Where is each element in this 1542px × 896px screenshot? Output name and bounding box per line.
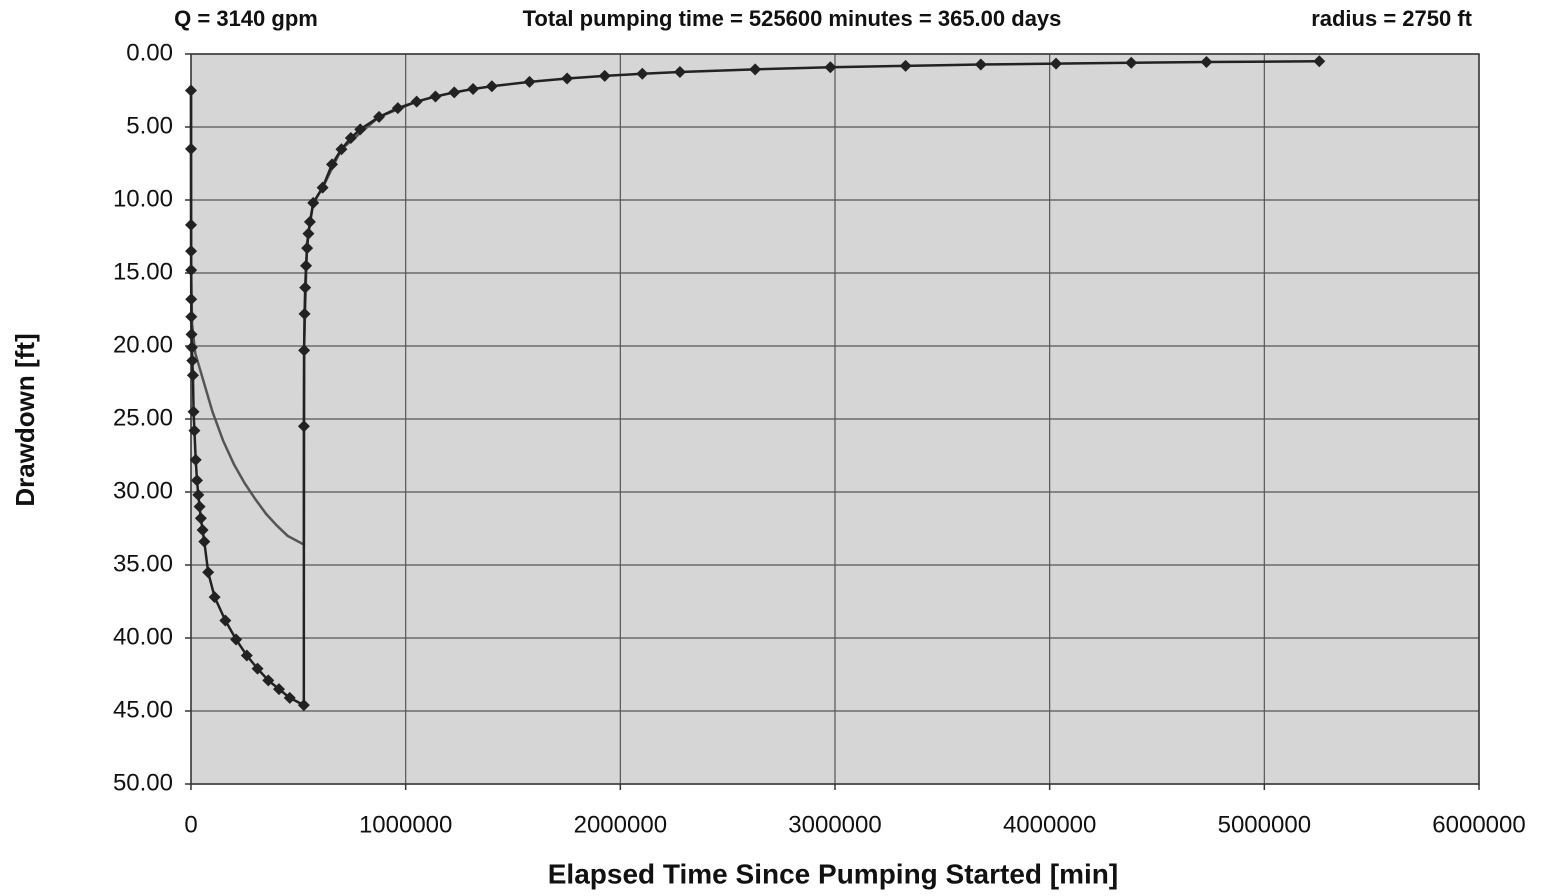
data-point — [208, 591, 221, 604]
x-tick-label: 1000000 — [359, 811, 452, 838]
data-point — [561, 72, 574, 85]
data-point — [335, 143, 348, 156]
data-point — [429, 90, 442, 103]
data-point — [1313, 55, 1326, 68]
y-tick-label: 40.00 — [113, 623, 173, 650]
data-point — [523, 75, 536, 88]
data-point — [192, 488, 205, 501]
data-point — [303, 215, 316, 228]
x-tick-label: 4000000 — [1003, 811, 1096, 838]
data-point — [1200, 56, 1213, 69]
data-point — [283, 691, 296, 704]
y-tick-label: 5.00 — [126, 112, 173, 139]
data-point — [273, 683, 286, 696]
data-point — [824, 61, 837, 74]
data-point — [230, 633, 243, 646]
annotation: Q = 3140 gpm — [174, 6, 318, 31]
data-point — [300, 259, 313, 272]
data-point — [354, 123, 367, 136]
data-point — [202, 566, 215, 579]
x-axis-title: Elapsed Time Since Pumping Started [min] — [548, 858, 1119, 889]
x-tick-label: 3000000 — [788, 811, 881, 838]
data-point — [326, 158, 339, 171]
data-point — [185, 218, 198, 231]
data-point — [185, 245, 198, 258]
data-point — [448, 86, 461, 99]
data-point — [219, 614, 232, 627]
data-point — [297, 420, 310, 433]
data-point — [1050, 57, 1063, 70]
y-tick-label: 45.00 — [113, 696, 173, 723]
data-point — [185, 310, 198, 323]
data-point — [598, 69, 611, 82]
y-tick-label: 20.00 — [113, 331, 173, 358]
data-point — [185, 328, 198, 341]
y-tick-label: 0.00 — [126, 39, 173, 66]
annotation: radius = 2750 ft — [1311, 6, 1472, 31]
data-point — [198, 535, 211, 548]
data-point — [974, 58, 987, 71]
data-point — [185, 84, 198, 97]
data-point — [187, 405, 200, 418]
series-line — [189, 60, 1320, 708]
data-point — [391, 102, 404, 115]
data-point — [196, 523, 209, 536]
data-point — [185, 142, 198, 155]
x-tick-label: 5000000 — [1218, 811, 1311, 838]
y-tick-label: 50.00 — [113, 769, 173, 796]
data-point — [188, 424, 201, 437]
data-point — [485, 80, 498, 93]
data-point — [307, 196, 320, 209]
data-point — [302, 227, 315, 240]
y-axis-title: Drawdown [ft] — [10, 333, 40, 506]
data-point — [301, 242, 314, 255]
plot-border — [190, 53, 1480, 785]
data-point — [410, 95, 423, 108]
data-point — [673, 65, 686, 78]
data-point — [373, 110, 386, 123]
y-tick-label: 30.00 — [113, 477, 173, 504]
x-tick-label: 6000000 — [1432, 811, 1525, 838]
data-point — [467, 83, 480, 96]
data-point — [186, 369, 199, 382]
data-point — [297, 699, 310, 712]
data-point — [251, 662, 264, 675]
annotation: Total pumping time = 525600 minutes = 36… — [523, 6, 1062, 31]
data-point — [899, 59, 912, 72]
y-tick-label: 35.00 — [113, 550, 173, 577]
data-point — [299, 281, 312, 294]
data-point — [186, 354, 199, 367]
x-tick-label: 2000000 — [574, 811, 667, 838]
data-point — [262, 674, 275, 687]
data-point — [298, 307, 311, 320]
y-tick-label: 10.00 — [113, 185, 173, 212]
data-point — [193, 500, 206, 513]
data-point — [185, 341, 198, 354]
data-point — [194, 512, 207, 525]
data-point — [749, 63, 762, 76]
data-point — [298, 344, 311, 357]
data-point — [240, 649, 253, 662]
data-point — [185, 293, 198, 306]
x-tick-label: 0 — [184, 811, 197, 838]
y-tick-label: 15.00 — [113, 258, 173, 285]
data-point — [185, 264, 198, 277]
data-point — [316, 181, 329, 194]
data-point — [1125, 56, 1138, 69]
data-point — [636, 67, 649, 80]
data-point — [344, 131, 357, 144]
y-tick-label: 25.00 — [113, 404, 173, 431]
data-point — [189, 453, 202, 466]
data-point — [191, 474, 204, 487]
